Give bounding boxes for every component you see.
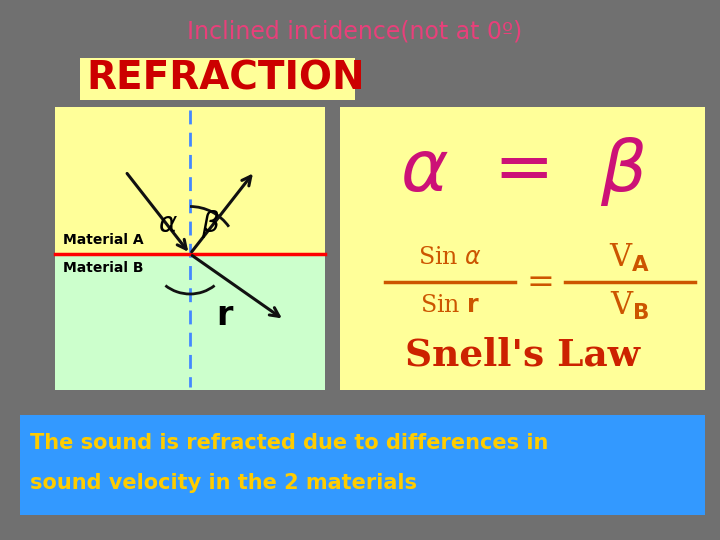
- Text: V$_{\mathbf{A}}$: V$_{\mathbf{A}}$: [610, 242, 650, 274]
- Text: Sin $\mathbf{r}$: Sin $\mathbf{r}$: [420, 294, 480, 318]
- Bar: [55, 107, 325, 254]
- Text: The sound is refracted due to differences in: The sound is refracted due to difference…: [30, 433, 549, 453]
- Text: REFRACTION: REFRACTION: [86, 60, 364, 98]
- Bar: [55, 254, 325, 390]
- Text: V$_{\mathbf{B}}$: V$_{\mathbf{B}}$: [611, 290, 649, 322]
- Text: $\alpha$  =  $\beta$: $\alpha$ = $\beta$: [400, 136, 645, 208]
- Text: Sin $\alpha$: Sin $\alpha$: [418, 246, 482, 269]
- Text: $\beta$: $\beta$: [201, 208, 220, 240]
- Bar: [340, 107, 705, 390]
- Bar: [80, 58, 355, 100]
- Text: Material A: Material A: [63, 233, 143, 247]
- Text: $\mathbf{r}$: $\mathbf{r}$: [216, 300, 234, 332]
- Text: =: =: [526, 266, 554, 299]
- Bar: [20, 415, 705, 515]
- Text: Snell's Law: Snell's Law: [405, 336, 640, 374]
- Text: sound velocity in the 2 materials: sound velocity in the 2 materials: [30, 473, 417, 493]
- Text: $\alpha$: $\alpha$: [158, 211, 178, 238]
- Text: Material B: Material B: [63, 261, 143, 275]
- Text: Inclined incidence(not at 0º): Inclined incidence(not at 0º): [187, 20, 523, 44]
